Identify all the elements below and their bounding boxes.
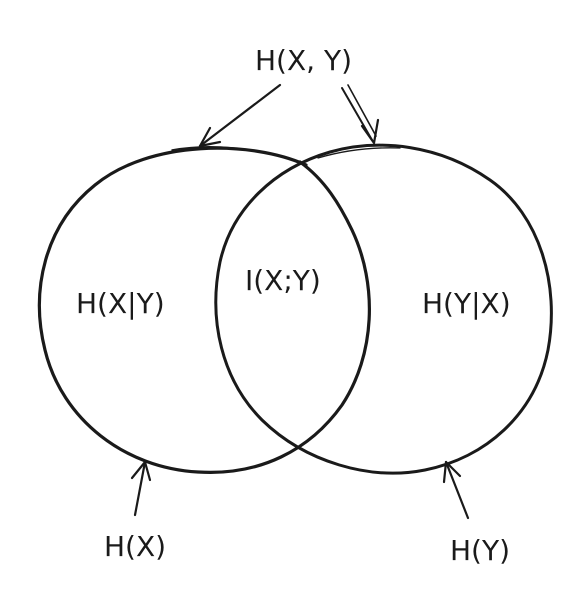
arrow-hy-to-circle [442, 460, 470, 520]
circle-y [214, 143, 553, 475]
arrow-joint-to-y [341, 84, 380, 145]
label-entropy-x: H(X) [104, 530, 166, 563]
label-entropy-y: H(Y) [450, 534, 510, 567]
label-joint-entropy: H(X, Y) [255, 44, 352, 77]
label-conditional-y-given-x: H(Y|X) [422, 287, 511, 320]
label-mutual-information: I(X;Y) [245, 264, 321, 297]
circle-x [37, 146, 371, 475]
label-conditional-x-given-y: H(X|Y) [76, 287, 165, 320]
arrow-joint-to-x [198, 83, 282, 148]
arrow-hx-to-circle [130, 460, 152, 517]
